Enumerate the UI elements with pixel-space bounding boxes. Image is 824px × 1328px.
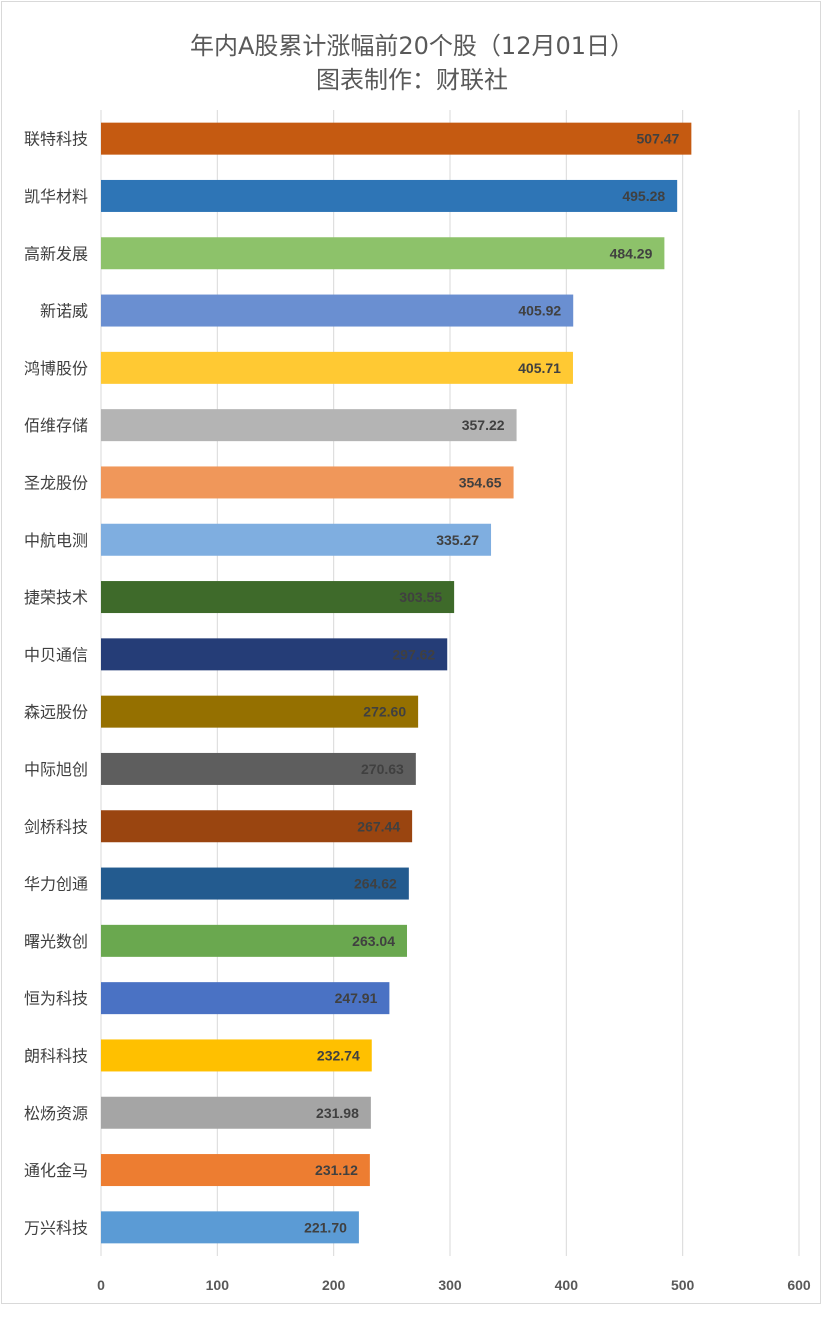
data-label: 231.98 xyxy=(316,1105,359,1121)
data-label: 484.29 xyxy=(610,245,653,261)
bar xyxy=(101,924,408,957)
data-label: 354.65 xyxy=(459,474,502,490)
data-label: 335.27 xyxy=(436,532,479,548)
category-label: 万兴科技 xyxy=(24,1218,88,1237)
category-labels: 联特科技凯华材料高新发展新诺威鸿博股份佰维存储圣龙股份中航电测捷荣技术中贝通信森… xyxy=(24,130,88,1238)
data-label: 495.28 xyxy=(622,188,665,204)
bar xyxy=(101,1154,370,1187)
bars xyxy=(101,122,692,1244)
bar xyxy=(101,294,574,327)
data-label: 297.62 xyxy=(392,646,435,662)
category-label: 剑桥科技 xyxy=(24,817,88,836)
bar xyxy=(101,351,573,384)
category-label: 松炀资源 xyxy=(24,1104,88,1123)
chart-title: 年内A股累计涨幅前20个股（12月01日） xyxy=(189,32,635,60)
bar xyxy=(101,1211,359,1244)
data-label: 231.12 xyxy=(315,1162,358,1178)
data-label: 263.04 xyxy=(352,933,395,949)
category-label: 联特科技 xyxy=(24,130,88,149)
bar xyxy=(101,638,448,671)
bar xyxy=(101,466,514,499)
x-tick-label: 100 xyxy=(206,1277,230,1293)
data-label: 507.47 xyxy=(637,131,680,147)
category-label: 通化金马 xyxy=(24,1161,88,1180)
x-tick-label: 0 xyxy=(97,1277,105,1293)
bar xyxy=(101,409,517,442)
bar xyxy=(101,752,416,785)
bar xyxy=(101,810,413,843)
bar xyxy=(101,695,419,728)
data-label: 247.91 xyxy=(335,990,378,1006)
bar xyxy=(101,122,692,155)
x-tick-label: 300 xyxy=(438,1277,462,1293)
category-label: 曙光数创 xyxy=(24,932,88,951)
data-label: 267.44 xyxy=(357,818,400,834)
x-axis-tick-labels: 0 100 200 300 400 500 600 xyxy=(97,1277,811,1293)
category-label: 鸿博股份 xyxy=(24,359,88,378)
data-labels: 507.47 495.28 484.29 405.92 405.71 357.22 354.… xyxy=(304,131,679,1236)
data-label: 264.62 xyxy=(354,876,397,892)
bar xyxy=(101,179,678,212)
data-label: 357.22 xyxy=(462,417,505,433)
bar xyxy=(101,581,455,614)
category-label: 中航电测 xyxy=(24,531,88,550)
x-tick-label: 400 xyxy=(555,1277,579,1293)
category-label: 新诺威 xyxy=(40,302,88,321)
category-label: 高新发展 xyxy=(24,244,88,263)
bar xyxy=(101,237,665,270)
category-label: 中贝通信 xyxy=(24,645,88,664)
data-label: 303.55 xyxy=(399,589,442,605)
data-label: 405.92 xyxy=(518,303,561,319)
category-label: 华力创通 xyxy=(24,875,88,894)
bar xyxy=(101,1039,372,1072)
category-label: 森远股份 xyxy=(24,703,88,722)
x-tick-label: 500 xyxy=(671,1277,695,1293)
data-label: 232.74 xyxy=(317,1047,360,1063)
category-label: 捷荣技术 xyxy=(24,588,88,607)
category-label: 圣龙股份 xyxy=(24,473,88,492)
gridlines xyxy=(100,110,800,1256)
bar xyxy=(101,523,492,556)
data-label: 270.63 xyxy=(361,761,404,777)
category-label: 朗科科技 xyxy=(24,1046,88,1065)
x-tick-label: 200 xyxy=(322,1277,346,1293)
category-label: 中际旭创 xyxy=(24,760,88,779)
data-label: 405.71 xyxy=(518,360,561,376)
category-label: 凯华材料 xyxy=(24,187,88,206)
chart-subtitle: 图表制作：财联社 xyxy=(316,66,508,94)
data-label: 272.60 xyxy=(363,704,406,720)
bar xyxy=(101,982,390,1015)
data-label: 221.70 xyxy=(304,1219,347,1235)
x-tick-label: 600 xyxy=(787,1277,811,1293)
category-label: 恒为科技 xyxy=(24,989,88,1008)
bar xyxy=(101,1096,371,1129)
category-label: 佰维存储 xyxy=(24,416,88,435)
bar xyxy=(101,867,409,900)
